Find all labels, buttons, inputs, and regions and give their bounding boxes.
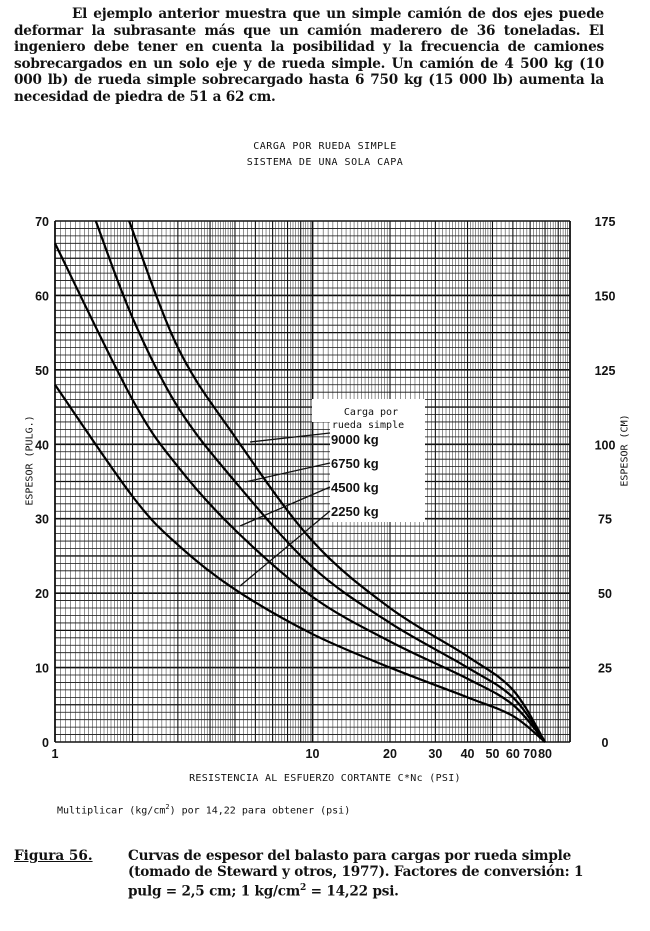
x-tick-label: 70 xyxy=(523,747,537,761)
y-tick-label-right: 175 xyxy=(595,215,616,229)
y-tick-label: 40 xyxy=(35,438,49,452)
body-paragraph: El ejemplo anterior muestra que un simpl… xyxy=(14,6,604,106)
y-tick-label: 70 xyxy=(35,215,49,229)
x-tick-label: 40 xyxy=(461,747,475,761)
figure-label: Figura 56. xyxy=(14,848,93,864)
y-tick-label: 10 xyxy=(35,662,49,676)
y-tick-label: 50 xyxy=(35,364,49,378)
figure-caption: Curvas de espesor del balasto para carga… xyxy=(128,848,584,900)
legend-title-2: rueda simple xyxy=(332,420,404,431)
legend-leader-2250 xyxy=(239,510,331,587)
chart-title: CARGA POR RUEDA SIMPLE xyxy=(253,141,397,152)
x-tick-label: 50 xyxy=(486,747,500,761)
y-tick-label: 0 xyxy=(42,736,49,750)
chart-curves xyxy=(54,220,546,743)
chart-canvas: Carga por rueda simple 9000 kg 6750 kg 4… xyxy=(35,215,615,761)
conversion-note: Multiplicar (kg/cm2) por 14,22 para obte… xyxy=(57,803,351,817)
y-tick-label-right: 0 xyxy=(602,736,609,750)
legend-title-1: Carga por xyxy=(344,407,398,418)
y-tick-label-right: 50 xyxy=(598,587,612,601)
y-tick-label: 30 xyxy=(35,513,49,527)
chart-grid xyxy=(54,220,571,743)
paragraph-text: El ejemplo anterior muestra que un simpl… xyxy=(14,6,604,105)
x-tick-label: 60 xyxy=(506,747,520,761)
x-tick-label: 1 xyxy=(52,747,59,761)
x-tick-label: 20 xyxy=(383,747,397,761)
y-tick-label: 60 xyxy=(35,289,49,303)
y-tick-label-right: 125 xyxy=(595,364,616,378)
y-axis-label-left: ESPESOR (PULG.) xyxy=(24,415,36,506)
legend-label-4500: 4500 kg xyxy=(331,480,379,495)
legend-leader-4500 xyxy=(239,486,331,527)
x-axis-label: RESISTENCIA AL ESFUERZO CORTANTE C*Nc (P… xyxy=(189,773,461,784)
series-line-9000-kg xyxy=(128,220,546,743)
legend-leader-9000 xyxy=(249,432,331,443)
legend-label-6750: 6750 kg xyxy=(331,456,379,471)
x-tick-label: 10 xyxy=(306,747,320,761)
y-tick-label-right: 100 xyxy=(595,438,616,452)
x-tick-label: 30 xyxy=(428,747,442,761)
legend-label-9000: 9000 kg xyxy=(331,432,379,447)
y-tick-label-right: 75 xyxy=(598,513,612,527)
y-tick-label-right: 150 xyxy=(595,289,616,303)
series-line-4500-kg xyxy=(54,242,546,743)
legend-leader-6750 xyxy=(244,462,331,483)
legend-box xyxy=(312,399,425,522)
series-line-6750-kg xyxy=(94,220,546,743)
series-line-2250-kg xyxy=(54,384,546,743)
x-tick-label: 80 xyxy=(538,747,552,761)
y-tick-label: 20 xyxy=(35,587,49,601)
chart-subtitle: SISTEMA DE UNA SOLA CAPA xyxy=(246,157,404,168)
y-tick-label-right: 25 xyxy=(598,662,612,676)
chart-legend: Carga por rueda simple 9000 kg 6750 kg 4… xyxy=(239,399,425,587)
y-axis-label-right: ESPESOR (CM) xyxy=(619,414,631,487)
legend-label-2250: 2250 kg xyxy=(331,504,379,519)
